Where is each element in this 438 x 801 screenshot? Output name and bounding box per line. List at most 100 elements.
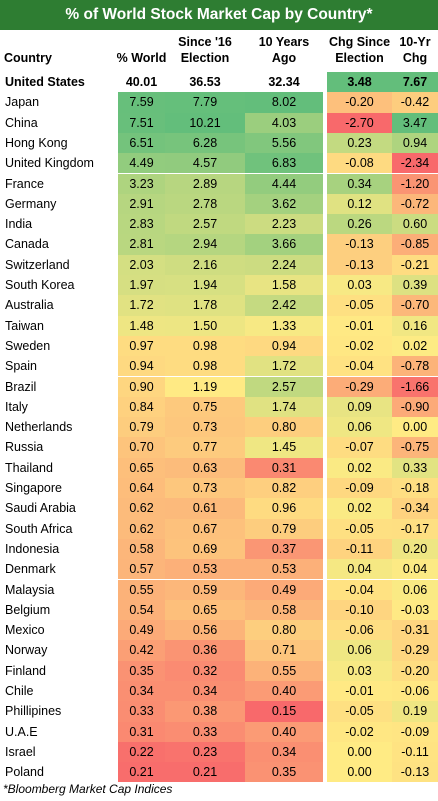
cell-ago: 1.72	[245, 356, 323, 377]
cell-election: 0.59	[165, 579, 245, 600]
cell-world: 0.57	[118, 559, 165, 580]
cell-election: 0.75	[165, 396, 245, 418]
cell-chg_10yr: 0.60	[392, 214, 438, 235]
cell-election: 36.53	[189, 75, 221, 89]
cell-election: 0.32	[165, 660, 245, 681]
cell-chg_election: 0.04	[327, 559, 392, 580]
cell-election: 0.98	[165, 335, 245, 357]
cell-chg_election: 0.06	[327, 640, 392, 661]
cell-ago: 5.56	[245, 132, 323, 154]
cell-country: Belgium	[5, 602, 51, 617]
cell-chg_10yr: -1.66	[392, 376, 438, 397]
cell-chg_10yr: -0.11	[392, 741, 438, 763]
cell-chg_election: -0.13	[327, 234, 392, 255]
footnote: *Bloomberg Market Cap Indices	[3, 782, 173, 796]
cell-country: Singapore	[5, 481, 62, 495]
cell-election: 0.23	[165, 741, 245, 763]
cell-chg_10yr: -0.13	[392, 762, 438, 783]
cell-chg_10yr: -0.42	[392, 92, 438, 113]
cell-ago: 2.57	[245, 376, 323, 397]
cell-world: 40.01	[125, 75, 158, 89]
cell-world: 0.34	[118, 681, 165, 702]
cell-ago: 0.71	[245, 640, 323, 661]
cell-ago: 0.53	[245, 559, 323, 580]
cell-chg_10yr: -0.34	[392, 498, 438, 519]
cell-chg_election: 0.03	[327, 275, 392, 296]
cell-ago: 0.34	[245, 741, 323, 763]
cell-world: 0.31	[118, 721, 165, 742]
cell-chg_10yr: -0.90	[392, 396, 438, 418]
cell-chg_election: 0.02	[327, 498, 392, 519]
cell-world: 0.62	[118, 518, 165, 539]
cell-world: 0.79	[118, 417, 165, 438]
cell-country: Saudi Arabia	[5, 501, 76, 516]
cell-world: 6.51	[118, 132, 165, 154]
cell-chg_election: -0.05	[327, 295, 392, 316]
cell-chg_election: 0.26	[327, 214, 392, 235]
cell-country: Chile	[5, 684, 34, 698]
cell-chg_10yr: -0.17	[392, 518, 438, 539]
cell-ago: 0.82	[245, 478, 323, 499]
cell-election: 1.19	[165, 376, 245, 397]
cell-country: France	[5, 176, 44, 191]
cell-chg_10yr: -0.20	[392, 660, 438, 681]
cell-country: United States	[5, 75, 85, 89]
cell-ago: 0.79	[245, 518, 323, 539]
cell-chg_election: -0.01	[327, 681, 392, 702]
cell-ago: 0.40	[245, 681, 323, 702]
cell-chg_election: -0.11	[327, 538, 392, 560]
cell-ago: 0.35	[245, 762, 323, 783]
cell-ago: 0.15	[245, 701, 323, 722]
cell-chg_10yr: 0.00	[392, 417, 438, 438]
cell-election: 7.79	[165, 92, 245, 113]
cell-country: Australia	[5, 298, 54, 313]
cell-election: 0.67	[165, 518, 245, 539]
cell-chg_election: 0.34	[327, 173, 392, 194]
cell-ago: 0.55	[245, 660, 323, 681]
cell-country: Phillipines	[5, 704, 62, 719]
cell-world: 2.81	[118, 234, 165, 255]
cell-chg_10yr: 0.94	[392, 132, 438, 154]
cell-world: 0.64	[118, 478, 165, 499]
cell-world: 0.49	[118, 620, 165, 641]
cell-election: 2.89	[165, 173, 245, 194]
cell-world: 0.33	[118, 701, 165, 722]
cell-election: 0.73	[165, 417, 245, 438]
cell-world: 1.72	[118, 295, 165, 316]
cell-world: 0.62	[118, 498, 165, 519]
cell-country: Mexico	[5, 623, 45, 638]
cell-chg_10yr: 0.16	[392, 315, 438, 336]
cell-country: Sweden	[5, 338, 51, 353]
cell-ago: 1.45	[245, 437, 323, 458]
cell-ago: 0.96	[245, 498, 323, 519]
cell-country: Malaysia	[5, 582, 55, 597]
cell-chg_10yr: 0.20	[392, 538, 438, 560]
cell-ago: 1.74	[245, 396, 323, 418]
cell-election: 1.94	[165, 275, 245, 296]
cell-chg_election: -0.07	[327, 437, 392, 458]
cell-ago: 0.94	[245, 335, 323, 357]
cell-ago: 0.49	[245, 579, 323, 600]
cell-election: 0.69	[165, 538, 245, 560]
cell-country: South Korea	[5, 278, 75, 292]
cell-chg_election: -0.05	[327, 701, 392, 722]
cell-world: 0.58	[118, 538, 165, 560]
table-title: % of World Stock Market Cap by Country*	[0, 0, 438, 30]
cell-country: India	[5, 217, 33, 232]
cell-election: 0.36	[165, 640, 245, 661]
cell-chg_election: -0.01	[327, 315, 392, 336]
cell-world: 0.35	[118, 660, 165, 681]
cell-chg_10yr: -0.29	[392, 640, 438, 661]
cell-election: 2.78	[165, 193, 245, 215]
cell-ago: 8.02	[245, 92, 323, 113]
cell-chg_election: -0.08	[327, 153, 392, 174]
cell-election: 10.21	[165, 112, 245, 133]
cell-world: 7.51	[118, 112, 165, 133]
cell-election: 0.53	[165, 559, 245, 580]
cell-chg_election: -0.13	[327, 254, 392, 275]
cell-chg_election: -0.20	[327, 92, 392, 113]
cell-chg_10yr: -0.85	[392, 234, 438, 255]
cell-ago: 0.80	[245, 620, 323, 641]
cell-country: Italy	[5, 399, 28, 414]
header-election: Since '16 Election	[178, 35, 232, 65]
